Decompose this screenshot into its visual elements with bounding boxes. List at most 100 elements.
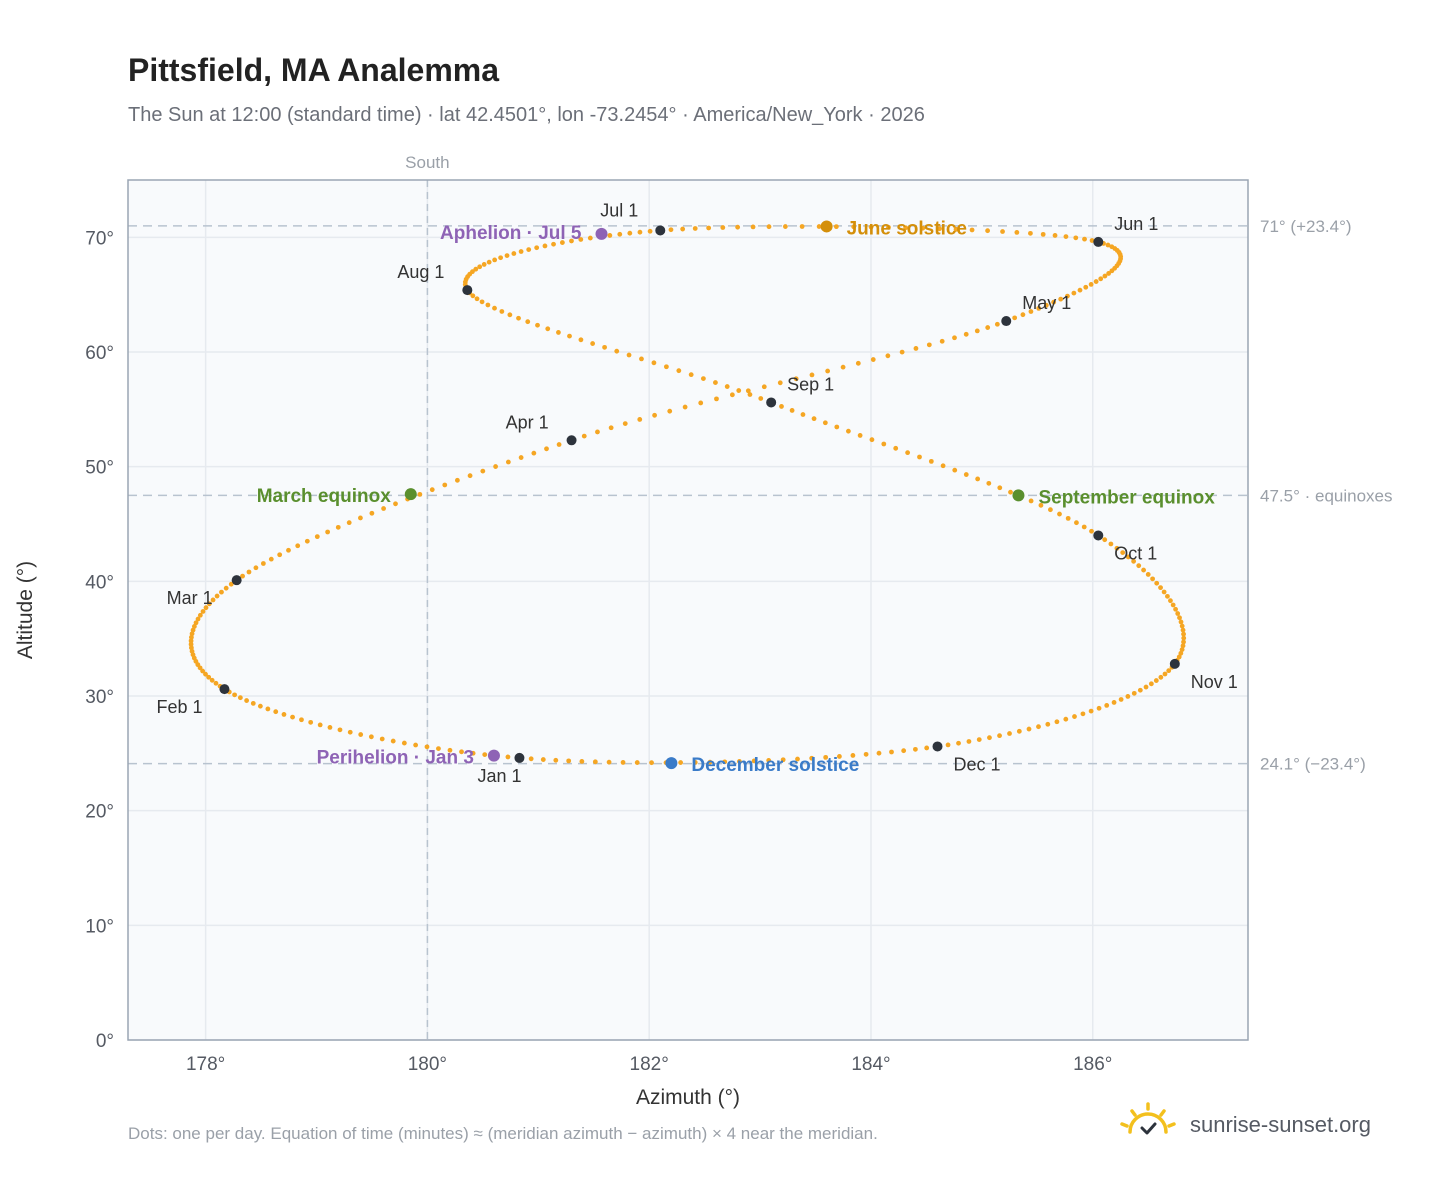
brand-logo[interactable]: sunrise-sunset.org	[1118, 1100, 1398, 1150]
y-tick-label: 10°	[85, 916, 114, 937]
daily-dot	[688, 372, 694, 378]
daily-dot	[308, 719, 314, 725]
daily-dot	[637, 417, 643, 422]
daily-dot	[590, 341, 596, 346]
daily-dot	[823, 754, 829, 760]
month-label: Sep 1	[787, 374, 834, 394]
daily-dot	[713, 380, 718, 385]
daily-dot	[459, 749, 464, 755]
daily-dot	[707, 759, 713, 765]
daily-dot	[1093, 279, 1099, 284]
daily-dot	[1166, 668, 1172, 674]
daily-dot	[1177, 615, 1182, 621]
daily-dot	[676, 368, 682, 374]
daily-dot	[553, 757, 559, 763]
daily-dot	[899, 349, 905, 355]
daily-dot	[777, 380, 783, 386]
daily-dot	[467, 473, 473, 479]
daily-dot	[974, 328, 980, 334]
daily-dot	[1098, 276, 1104, 282]
daily-dot	[1125, 554, 1131, 560]
daily-dot	[851, 224, 857, 230]
daily-dot	[735, 224, 741, 230]
daily-dot	[1057, 511, 1062, 517]
daily-dot	[1036, 305, 1042, 311]
daily-dot	[1028, 309, 1034, 314]
daily-dot	[627, 230, 633, 236]
month-label: Mar 1	[167, 588, 213, 608]
daily-dot	[417, 491, 423, 497]
daily-dot	[578, 337, 584, 343]
daily-dot	[1105, 242, 1111, 248]
daily-dot	[766, 757, 772, 763]
daily-dot	[1065, 515, 1071, 521]
daily-dot	[1040, 231, 1046, 237]
daily-dot	[237, 695, 243, 701]
y-tick-label: 0°	[96, 1031, 114, 1052]
daily-dot	[987, 735, 992, 741]
daily-dot	[920, 225, 926, 231]
daily-dot	[393, 501, 398, 507]
daily-dot	[649, 760, 654, 766]
daily-dot	[209, 677, 215, 683]
daily-dot	[390, 738, 396, 744]
daily-dot	[479, 299, 485, 305]
daily-dot	[1096, 705, 1102, 711]
daily-dot	[1007, 731, 1012, 736]
daily-dot	[905, 450, 911, 456]
month-dot	[1093, 236, 1104, 247]
daily-dot	[850, 753, 856, 758]
month-label: Jul 1	[600, 200, 638, 220]
daily-dot	[793, 376, 799, 382]
daily-dot	[647, 228, 653, 234]
daily-dot	[189, 634, 194, 640]
daily-dot	[1179, 647, 1185, 653]
daily-dot	[518, 249, 524, 254]
daily-dot	[195, 616, 201, 622]
brand-name[interactable]: sunrise-sunset.org	[1190, 1112, 1371, 1137]
daily-dot	[720, 225, 726, 230]
daily-dot	[952, 467, 958, 473]
daily-dot	[193, 620, 199, 626]
daily-dot	[1120, 550, 1126, 555]
daily-dot	[1045, 721, 1051, 727]
daily-dot	[1089, 528, 1094, 534]
daily-dot	[614, 348, 620, 354]
daily-dot	[985, 228, 990, 234]
daily-dot	[766, 224, 772, 230]
event-label: June solstice	[847, 218, 967, 239]
daily-dot	[937, 226, 942, 232]
x-tick-label: 186°	[1073, 1054, 1112, 1075]
daily-dot	[485, 302, 491, 308]
month-label: Nov 1	[1191, 672, 1238, 692]
daily-dot	[587, 235, 593, 241]
daily-dot	[639, 356, 644, 362]
daily-dot	[1088, 281, 1094, 287]
daily-dot	[924, 745, 930, 751]
daily-dot	[206, 601, 212, 607]
daily-dot	[952, 335, 957, 341]
daily-dot	[736, 388, 742, 393]
daily-dot	[317, 722, 323, 728]
daily-dot	[480, 468, 486, 474]
daily-dot	[963, 472, 969, 477]
daily-dot	[1071, 290, 1077, 296]
daily-dot	[240, 573, 245, 579]
daily-dot	[335, 524, 341, 530]
reference-line-label: 47.5° · equinoxes	[1260, 486, 1393, 505]
daily-dot	[569, 238, 574, 244]
daily-dot	[870, 357, 876, 362]
daily-dot	[729, 392, 735, 398]
daily-dot	[607, 233, 613, 238]
daily-dot	[602, 344, 607, 350]
daily-dot	[1048, 507, 1053, 513]
event-label: December solstice	[691, 755, 859, 776]
daily-dot	[1073, 235, 1079, 241]
daily-dot	[413, 742, 419, 748]
daily-dot	[747, 392, 753, 397]
month-dot	[766, 397, 777, 408]
daily-dot	[745, 388, 751, 394]
daily-dot	[210, 597, 216, 603]
daily-dot	[837, 754, 842, 759]
daily-dot	[966, 739, 972, 744]
